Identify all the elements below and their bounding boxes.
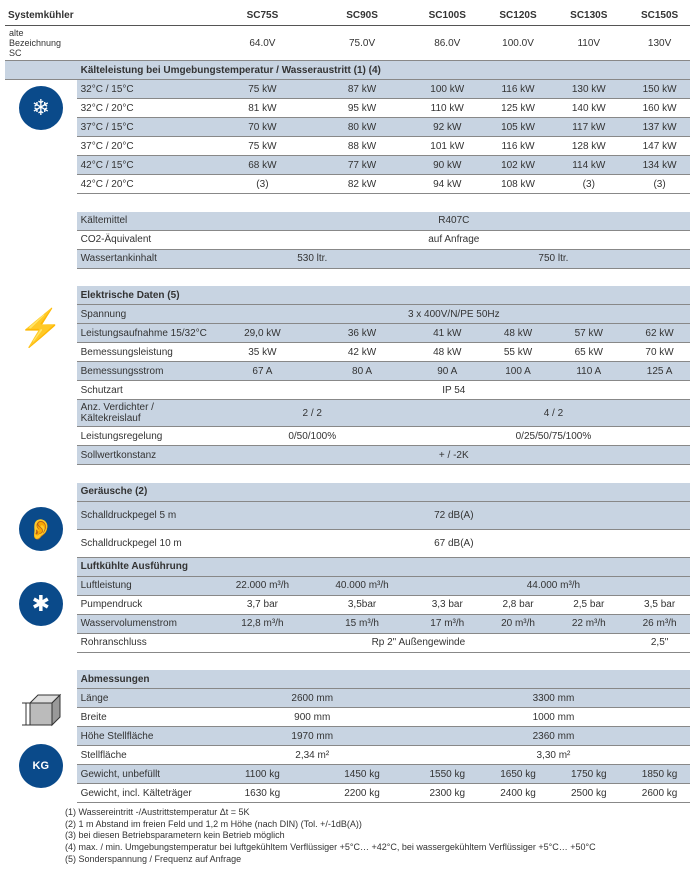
footnote-1: (1) Wassereintritt -/Austrittstemperatur… [65,807,690,819]
electrical-heading: Elektrische Daten (5) [77,286,690,305]
spec-table: Systemkühler SC75S SC90S SC100S SC120S S… [5,5,690,803]
ear-icon: 👂 [19,507,63,551]
weight-icon: KG [19,744,63,788]
dim-heading: Abmessungen [77,670,690,689]
model-4: SC130S [553,5,624,26]
snowflake-icon: ❄ [19,86,63,130]
footnote-2: (2) 1 m Abstand im freien Feld und 1,2 m… [65,819,690,831]
model-3: SC120S [483,5,554,26]
footnote-3: (3) bei diesen Betriebsparametern kein B… [65,830,690,842]
footnote-5: (5) Sonderspannung / Frequenz auf Anfrag… [65,854,690,866]
subtitle: alte Bezeichnung SC [5,26,77,61]
air-heading: Luftkühlte Ausführung [77,557,690,576]
model-1: SC90S [312,5,412,26]
model-0: SC75S [213,5,313,26]
lightning-icon: ⚡ [9,307,73,349]
model-2: SC100S [412,5,483,26]
footnotes: (1) Wassereintritt -/Austrittstemperatur… [5,803,690,865]
cooling-heading: Kälteleistung bei Umgebungstemperatur / … [77,61,690,80]
fan-icon: ✱ [19,582,63,626]
footnote-4: (4) max. / min. Umgebungstemperatur bei … [65,842,690,854]
title: Systemkühler [5,5,77,26]
dimensions-icon [18,691,64,737]
noise-heading: Geräusche (2) [77,483,690,502]
model-5: SC150S [624,5,690,26]
